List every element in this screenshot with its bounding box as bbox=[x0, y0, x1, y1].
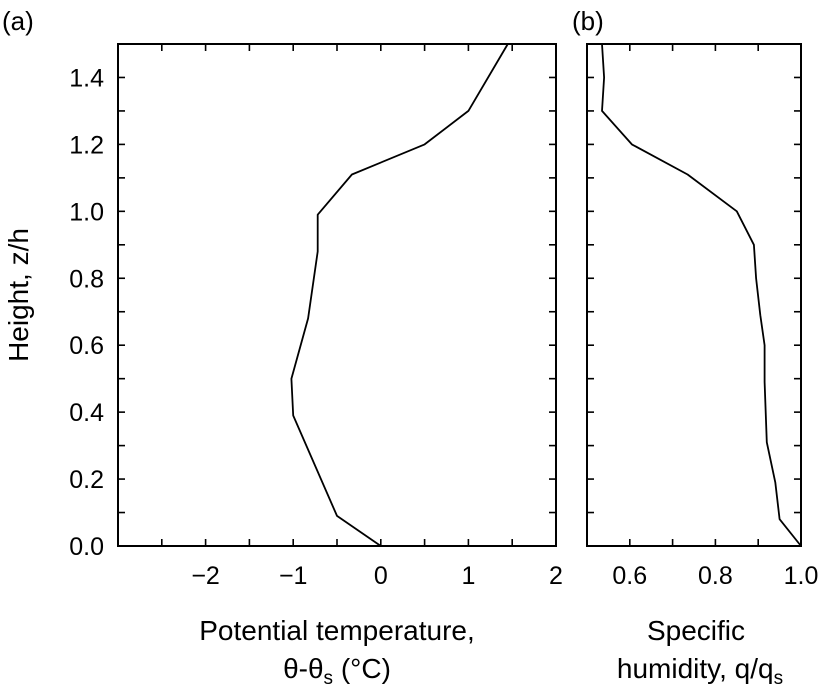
panel-b-ticks bbox=[586, 43, 802, 547]
panel-a-x-tick-label: 1 bbox=[461, 562, 475, 590]
panel-a-y-tick-label: 0.6 bbox=[69, 332, 104, 360]
panel-a-tick-labels: −2 −1 0 1 2 0.0 0.2 0.4 0.6 0.8 1.0 1.2 1.4 bbox=[69, 64, 563, 590]
panel-b-specific-humidity: (b) 0.6 0.8 1.0 Specific humidity, q/qs bbox=[572, 6, 818, 689]
panel-a-potential-temperature: (a) Height, z/h −2 −1 0 1 2 0.0 0.2 0.4 0.6 0.8 1.… bbox=[2, 6, 563, 689]
panel-b-x-tick-label: 0.8 bbox=[698, 562, 733, 590]
panel-b-x-label-main: humidity, q/q bbox=[617, 653, 774, 684]
panel-a-y-tick-label: 1.0 bbox=[69, 198, 104, 226]
panel-a-y-tick-label: 0.4 bbox=[69, 399, 104, 427]
panel-b-plot-frame bbox=[586, 43, 802, 547]
panel-a-x-axis-label-line2: θ-θs (°C) bbox=[283, 653, 391, 689]
panel-a-y-tick-label: 0.0 bbox=[69, 533, 104, 561]
panel-a-y-tick-label: 0.2 bbox=[69, 466, 104, 494]
panel-a-x-tick-label: −1 bbox=[279, 562, 308, 590]
panel-a-x-tick-label: 2 bbox=[549, 562, 563, 590]
panel-b-x-axis-label-line2: humidity, q/qs bbox=[617, 653, 783, 689]
panel-a-x-label-symbol: θ-θ bbox=[283, 653, 323, 684]
panel-b-x-label-subscript: s bbox=[774, 668, 784, 689]
panel-a-ticks bbox=[118, 43, 557, 547]
panel-b-x-axis-label-line1: Specific bbox=[647, 615, 745, 646]
y-axis-label: Height, z/h bbox=[3, 228, 34, 362]
panel-a-x-tick-label: 0 bbox=[374, 562, 388, 590]
panel-b-label: (b) bbox=[572, 6, 604, 36]
panel-a-x-label-subscript: s bbox=[324, 668, 334, 689]
panel-a-x-axis-label-line1: Potential temperature, bbox=[199, 615, 475, 646]
panel-a-y-tick-label: 1.4 bbox=[69, 64, 104, 92]
panel-a-x-tick-label: −2 bbox=[191, 562, 220, 590]
specific-humidity-profile-line bbox=[601, 43, 802, 547]
potential-temperature-profile-line bbox=[290, 43, 509, 547]
panel-b-tick-labels: 0.6 0.8 1.0 bbox=[612, 562, 818, 590]
panel-a-label: (a) bbox=[2, 6, 34, 36]
panel-a-y-tick-label: 1.2 bbox=[69, 131, 104, 159]
panel-a-plot-frame bbox=[117, 43, 557, 547]
panel-a-y-tick-label: 0.8 bbox=[69, 265, 104, 293]
panel-b-x-tick-label: 0.6 bbox=[612, 562, 647, 590]
panel-b-x-tick-label: 1.0 bbox=[784, 562, 819, 590]
panel-a-x-label-unit: (°C) bbox=[333, 653, 391, 684]
